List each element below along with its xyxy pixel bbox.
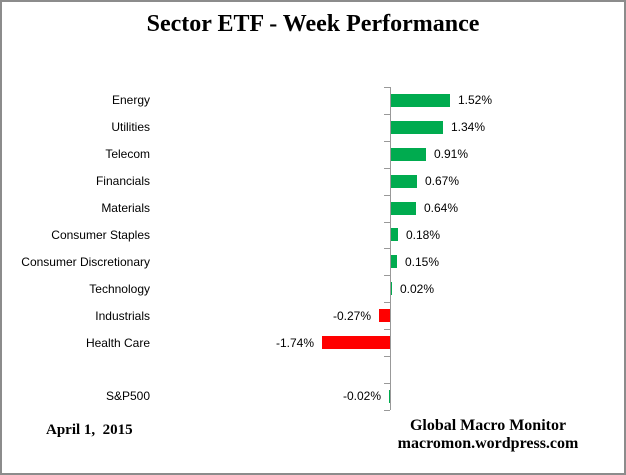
category-label: Utilities bbox=[111, 120, 150, 134]
bar bbox=[391, 121, 443, 134]
value-label: 0.15% bbox=[405, 255, 440, 269]
bar bbox=[389, 390, 390, 403]
category-label: Health Care bbox=[85, 336, 150, 350]
value-label: 0.91% bbox=[434, 147, 469, 161]
bar bbox=[322, 336, 390, 349]
axis-tick bbox=[384, 168, 390, 169]
value-label: 1.52% bbox=[458, 93, 493, 107]
bar bbox=[391, 255, 397, 268]
axis-tick bbox=[384, 383, 390, 384]
category-label: S&P500 bbox=[105, 389, 150, 403]
axis-tick bbox=[384, 222, 390, 223]
axis-tick bbox=[384, 195, 390, 196]
y-axis-line bbox=[390, 87, 391, 410]
bar bbox=[391, 282, 392, 295]
category-label: Industrials bbox=[95, 309, 150, 323]
bar bbox=[391, 175, 417, 188]
axis-tick bbox=[384, 356, 390, 357]
category-label: Financials bbox=[95, 174, 150, 188]
bar bbox=[379, 309, 390, 322]
bar bbox=[391, 202, 416, 215]
bar bbox=[391, 148, 426, 161]
value-label: 1.34% bbox=[451, 120, 486, 134]
axis-tick bbox=[384, 141, 390, 142]
category-label: Technology bbox=[89, 282, 150, 296]
axis-tick bbox=[384, 302, 390, 303]
attribution-line1: Global Macro Monitor bbox=[409, 417, 567, 434]
value-label: 0.18% bbox=[406, 228, 441, 242]
value-label: 0.02% bbox=[400, 282, 435, 296]
category-label: Consumer Staples bbox=[51, 228, 150, 242]
axis-tick bbox=[384, 248, 390, 249]
axis-tick bbox=[384, 410, 390, 411]
category-label: Consumer Discretionary bbox=[21, 255, 150, 269]
axis-tick bbox=[384, 329, 390, 330]
date-label: April 1, 2015 bbox=[46, 422, 133, 438]
category-label: Materials bbox=[101, 201, 150, 215]
attribution: Global Macro Monitor macromon.wordpress.… bbox=[394, 417, 582, 453]
axis-tick bbox=[384, 275, 390, 276]
axis-tick bbox=[384, 87, 390, 88]
bar bbox=[391, 94, 450, 107]
value-label: -1.74% bbox=[275, 336, 314, 350]
value-label: 0.64% bbox=[424, 201, 459, 215]
chart-title: Sector ETF - Week Performance bbox=[146, 11, 480, 37]
value-label: -0.02% bbox=[342, 389, 381, 403]
axis-tick bbox=[384, 114, 390, 115]
attribution-line2: macromon.wordpress.com bbox=[397, 435, 579, 452]
bar bbox=[391, 228, 398, 241]
category-label: Telecom bbox=[105, 147, 150, 161]
category-label: Energy bbox=[111, 93, 150, 107]
value-label: 0.67% bbox=[425, 174, 460, 188]
value-label: -0.27% bbox=[332, 309, 371, 323]
